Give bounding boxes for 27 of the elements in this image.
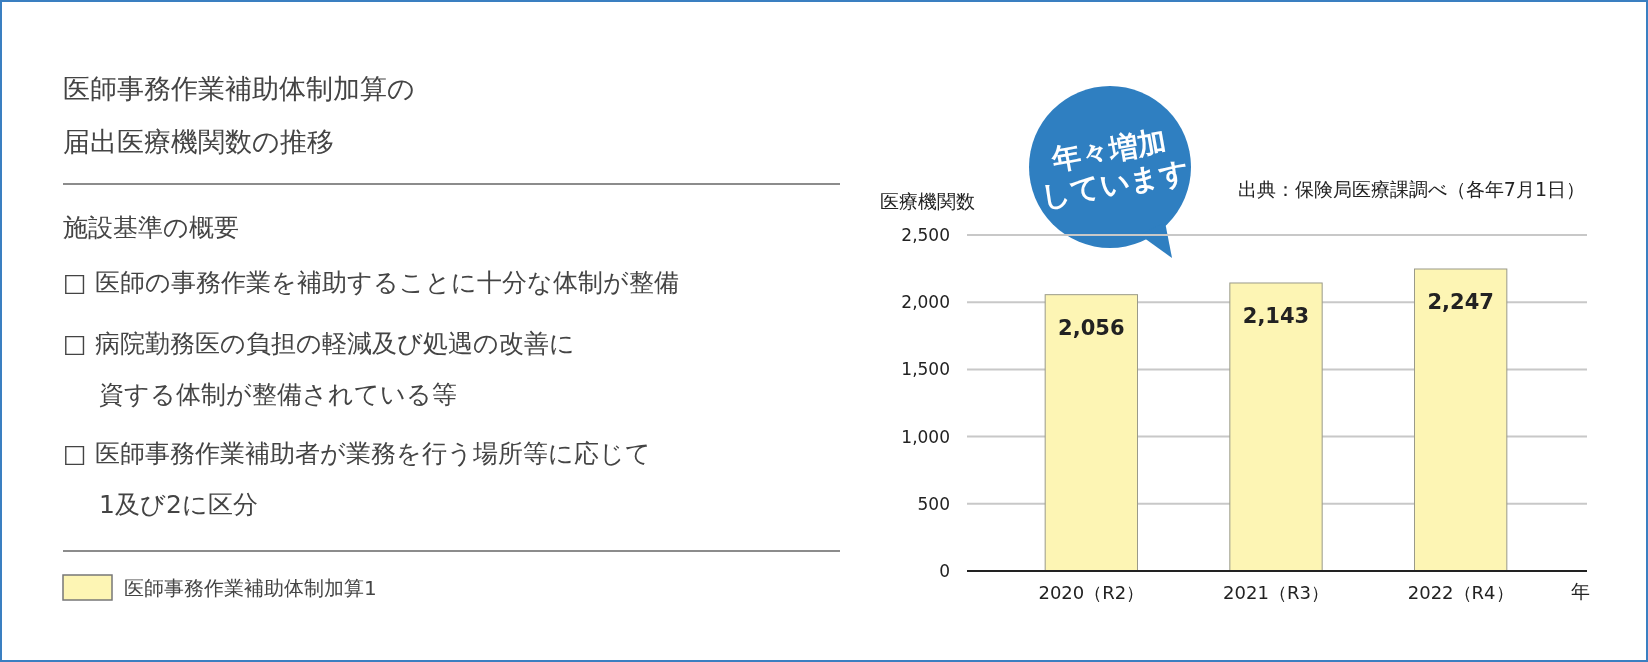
x-tick-label: 2020（R2） bbox=[1038, 582, 1145, 603]
legend-label: 医師事務作業補助体制加算1 bbox=[124, 576, 377, 600]
text: 医師事務作業補助体制加算の届出医療機関数の推移 bbox=[63, 73, 415, 157]
text: 1及び2に区分 bbox=[99, 490, 258, 519]
text: 年々増加 しています bbox=[1038, 123, 1192, 214]
text: □ 病院勤務医の負担の軽減及び処遇の改善に bbox=[63, 329, 575, 358]
text: 施設基準の概要 bbox=[63, 213, 239, 242]
source-note: 出典：保険局医療課調べ（各年7月1日） bbox=[1237, 178, 1585, 200]
x-tick-label: 2021（R3） bbox=[1223, 582, 1329, 603]
text: 2,143 bbox=[1242, 303, 1310, 328]
y-tick-label: 1,000 bbox=[901, 426, 950, 447]
text: 2,056 bbox=[1058, 315, 1125, 340]
y-tick-label: 1,500 bbox=[901, 359, 950, 380]
x-tick-label: 2022（R4） bbox=[1407, 582, 1514, 603]
text: □ 医師事務作業補助者が業務を行う場所等に応じて bbox=[63, 439, 651, 468]
y-axis-title: 医療機関数 bbox=[880, 190, 975, 212]
bar bbox=[1044, 294, 1138, 572]
text: 資する体制が整備されている等 bbox=[99, 380, 457, 409]
bar bbox=[1414, 268, 1508, 572]
text: □ 医師の事務作業を補助することに十分な体制が整備 bbox=[63, 268, 679, 297]
x-axis-title: 年 bbox=[1570, 580, 1590, 602]
y-tick-label: 500 bbox=[917, 493, 950, 514]
y-tick-label: 0 bbox=[939, 561, 950, 581]
y-tick-label: 2,500 bbox=[901, 225, 950, 245]
bar bbox=[1229, 282, 1323, 572]
y-tick-label: 2,000 bbox=[901, 292, 950, 313]
text: 2,247 bbox=[1427, 290, 1494, 314]
